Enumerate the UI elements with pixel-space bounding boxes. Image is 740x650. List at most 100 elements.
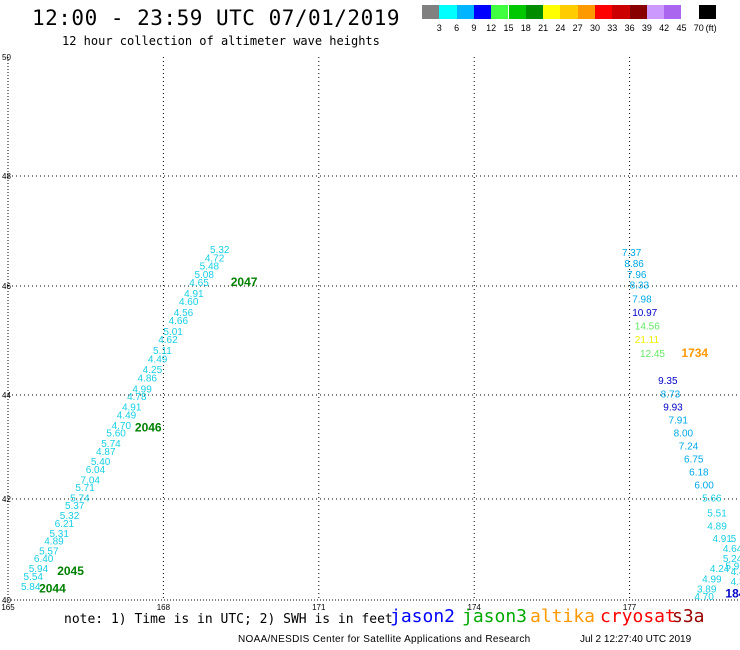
pass-time-label: 184 [725, 586, 740, 600]
map-grid [7, 57, 740, 601]
swh-value: 10.97 [632, 308, 657, 319]
swh-value: 5.54 [24, 572, 44, 583]
legend-label: 24 [555, 23, 566, 33]
legend-swatch [577, 5, 595, 19]
legend-label: 18 [520, 23, 531, 33]
swh-value: 5.11 [153, 346, 172, 357]
legend-swatch [422, 5, 440, 19]
legend-label: 6 [454, 23, 460, 33]
legend-label: 33 [607, 23, 618, 33]
legend-swatch [543, 5, 561, 19]
legend-swatch [473, 5, 492, 19]
legend-label: 12 [486, 23, 497, 33]
swh-value: 5 [731, 534, 737, 545]
swh-value: 6.04 [86, 465, 106, 476]
swh-value: 4.24 [710, 564, 730, 575]
legend-swatch [698, 5, 717, 19]
swh-value: 5.37 [65, 501, 85, 512]
swh-value: 4.86 [138, 373, 158, 384]
swh-value: 7.98 [632, 294, 652, 305]
lon-tick-label: 177 [623, 603, 637, 612]
legend-label: 45 [676, 23, 687, 33]
lon-tick-label: 174 [468, 603, 482, 612]
swh-value: 4.60 [179, 297, 199, 308]
lat-tick-label: 40 [2, 596, 11, 605]
page-title: 12:00 - 23:59 UTC 07/01/2019 [32, 6, 401, 30]
legend-label: 3 [436, 23, 442, 33]
satellite-label-s3a: s3a [672, 606, 705, 627]
swh-value: 5.40 [91, 457, 111, 468]
swh-value: 9.35 [658, 376, 678, 387]
swh-value: 5.31 [49, 529, 69, 540]
swh-value: 5.74 [101, 439, 121, 450]
lat-tick-label: 50 [2, 53, 11, 62]
swh-value: 7.96 [627, 270, 647, 281]
legend-swatch [681, 5, 699, 19]
swh-value: 4.64 [723, 544, 740, 555]
credit-line: NOAA/NESDIS Center for Satellite Applica… [238, 634, 531, 645]
legend-label: 42 [659, 23, 670, 33]
legend-swatch [646, 5, 665, 19]
swh-value: 6.18 [689, 468, 709, 479]
lon-tick-label: 165 [1, 603, 15, 612]
satellite-label-altika: altika [530, 606, 596, 627]
swh-value: 4.66 [169, 316, 189, 327]
swh-value: 5.08 [194, 270, 214, 281]
lon-tick-label: 168 [157, 603, 171, 612]
legend-swatch [560, 5, 578, 19]
swh-value: 4.78 [127, 392, 147, 403]
footer-note: note: 1) Time is in UTC; 2) SWH is in fe… [64, 612, 393, 627]
swh-value: 4.72 [205, 253, 225, 264]
altimeter-tracks: 5.324.725.485.084.654.914.604.564.665.01… [21, 245, 740, 603]
swh-value: 5.24 [723, 554, 740, 565]
swh-value: 5.51 [707, 509, 727, 520]
swh-value: 21.11 [635, 335, 660, 346]
legend-label: 39 [641, 23, 652, 33]
swh-value: 5.71 [75, 483, 95, 494]
swh-value: 4.87 [96, 447, 116, 458]
swh-value: 5.32 [60, 511, 80, 522]
swh-value: 4.49 [117, 410, 137, 421]
swh-value: 5.01 [163, 327, 183, 338]
legend-swatch [491, 5, 509, 19]
swh-value: 14.56 [635, 322, 660, 333]
swh-value: 5.94 [29, 564, 49, 575]
swh-value: 8.00 [674, 429, 694, 440]
pass-time-label: 2044 [39, 581, 66, 595]
swh-value: 5.97 [725, 562, 740, 573]
legend-label: 9 [471, 23, 477, 33]
page-subtitle: 12 hour collection of altimeter wave hei… [62, 34, 380, 48]
swh-value: 6.00 [694, 481, 714, 492]
swh-value: 4.70 [694, 592, 714, 603]
swh-value: 4.89 [44, 536, 64, 547]
swh-value: 4.99 [702, 574, 722, 585]
legend-label: 70 [693, 23, 704, 33]
swh-value: 5.84 [21, 582, 41, 593]
swh-value: 4.99 [132, 384, 152, 395]
legend-label: 21 [538, 23, 549, 33]
swh-value: 12.45 [640, 349, 665, 360]
swh-value: 4.3 [731, 577, 740, 588]
swh-value: 4.91 [712, 534, 732, 545]
legend-label: 15 [503, 23, 514, 33]
swh-value: 9.93 [663, 403, 683, 414]
timestamp: Jul 2 12:27:40 UTC 2019 [580, 634, 692, 645]
swh-value: 8.86 [624, 259, 644, 270]
legend-swatch [612, 5, 630, 19]
satellite-label-jason2: jason2 [390, 606, 456, 627]
legend-swatch [439, 5, 457, 19]
pass-time-label: 2047 [231, 275, 258, 289]
swh-value: 4.62 [158, 335, 178, 346]
swh-value: 7.24 [679, 442, 699, 453]
legend-unit: (ft) [705, 23, 717, 33]
lat-tick-label: 44 [2, 391, 11, 400]
swh-value: 4.89 [707, 521, 727, 532]
legend-swatch [664, 5, 682, 19]
legend-swatch [456, 5, 474, 19]
pass-time-label: 1734 [681, 346, 708, 360]
lat-tick-label: 42 [2, 495, 11, 504]
swh-value: 5.66 [702, 494, 722, 505]
satellite-label-cryosat: cryosat [600, 606, 676, 627]
swh-value: 4.91 [122, 403, 142, 414]
swh-value: 5.32 [210, 245, 230, 256]
